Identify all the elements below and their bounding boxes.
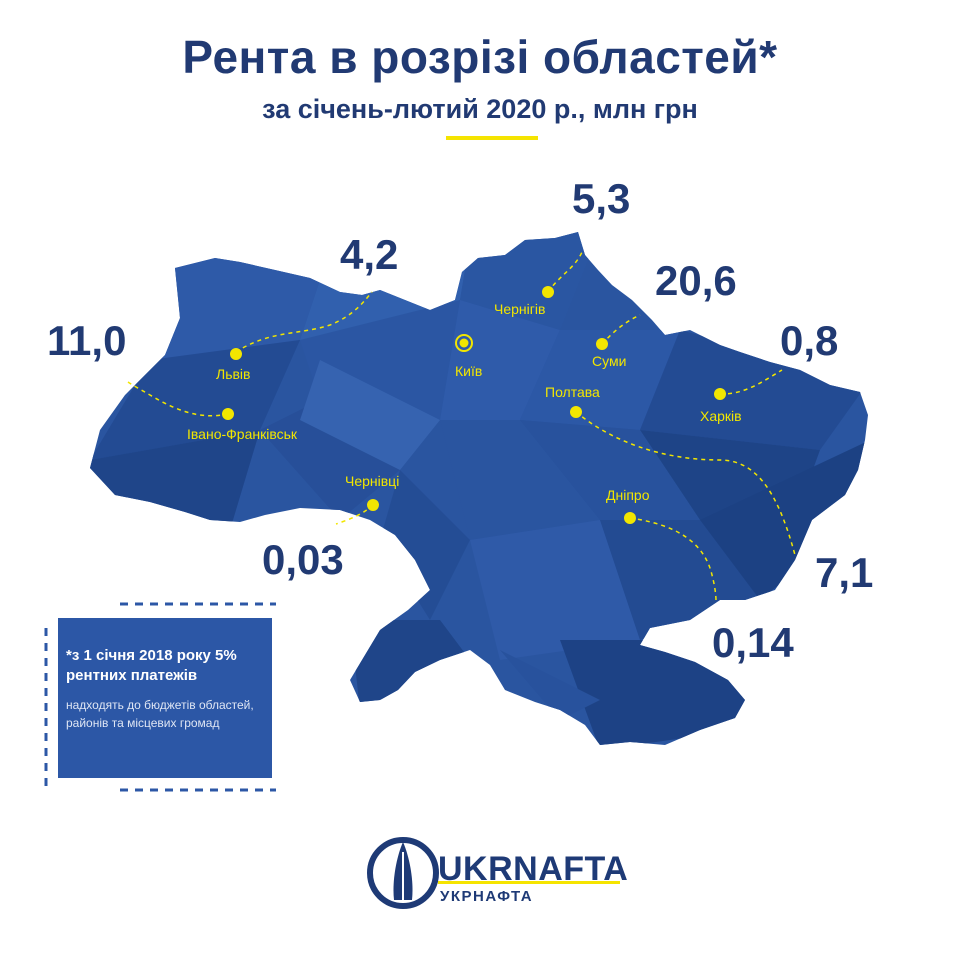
footnote-box: *з 1 січня 2018 року 5% рентних платежів… <box>58 618 272 778</box>
city-dot-chernivtsi <box>367 499 379 511</box>
page-title: Рента в розрізі областей* <box>182 31 778 83</box>
city-label-kharkiv: Харків <box>700 408 742 424</box>
value-sumy: 20,6 <box>655 257 737 304</box>
city-dot-dnipro <box>624 512 636 524</box>
value-lviv: 4,2 <box>340 231 399 278</box>
city-dot-chernihiv <box>542 286 554 298</box>
city-dot-poltava <box>570 406 582 418</box>
city-label-dnipro: Дніпро <box>606 487 650 503</box>
ukrnafta-logo-icon <box>367 837 439 909</box>
footnote-body: надходять до бюджетів областей, районів … <box>66 698 254 730</box>
capital-marker <box>455 334 473 352</box>
value-ivano-frankivsk: 11,0 <box>47 317 127 364</box>
title-underline <box>446 136 538 140</box>
logo-subtitle: УКРНАФТА <box>440 888 534 905</box>
city-dots <box>222 286 726 524</box>
value-chernivtsi: 0,03 <box>262 536 344 583</box>
map-facets <box>90 232 868 745</box>
footnote-title: *з 1 січня 2018 року 5% рентних платежів <box>66 647 237 684</box>
city-label-sumy: Суми <box>592 353 627 369</box>
city-label-kyiv: Київ <box>455 363 483 379</box>
city-label-chernihiv: Чернігів <box>494 301 546 317</box>
city-label-chernivtsi: Чернівці <box>345 473 400 489</box>
value-kharkiv: 0,8 <box>780 317 839 364</box>
city-dot-sumy <box>596 338 608 350</box>
city-label-poltava: Полтава <box>545 384 600 400</box>
city-dot-kharkiv <box>714 388 726 400</box>
city-dot-ivano-frankivsk <box>222 408 234 420</box>
value-dnipro: 0,14 <box>712 619 794 666</box>
logo-underline <box>438 881 620 884</box>
city-label-ivano-frankivsk: Івано-Франківськ <box>187 426 298 442</box>
value-poltava: 7,1 <box>815 549 874 596</box>
page-subtitle: за січень-лютий 2020 р., млн грн <box>262 94 698 124</box>
city-label-lviv: Львів <box>216 366 251 382</box>
note-frame <box>44 602 276 792</box>
value-chernihiv: 5,3 <box>572 175 631 222</box>
city-dot-lviv <box>230 348 242 360</box>
